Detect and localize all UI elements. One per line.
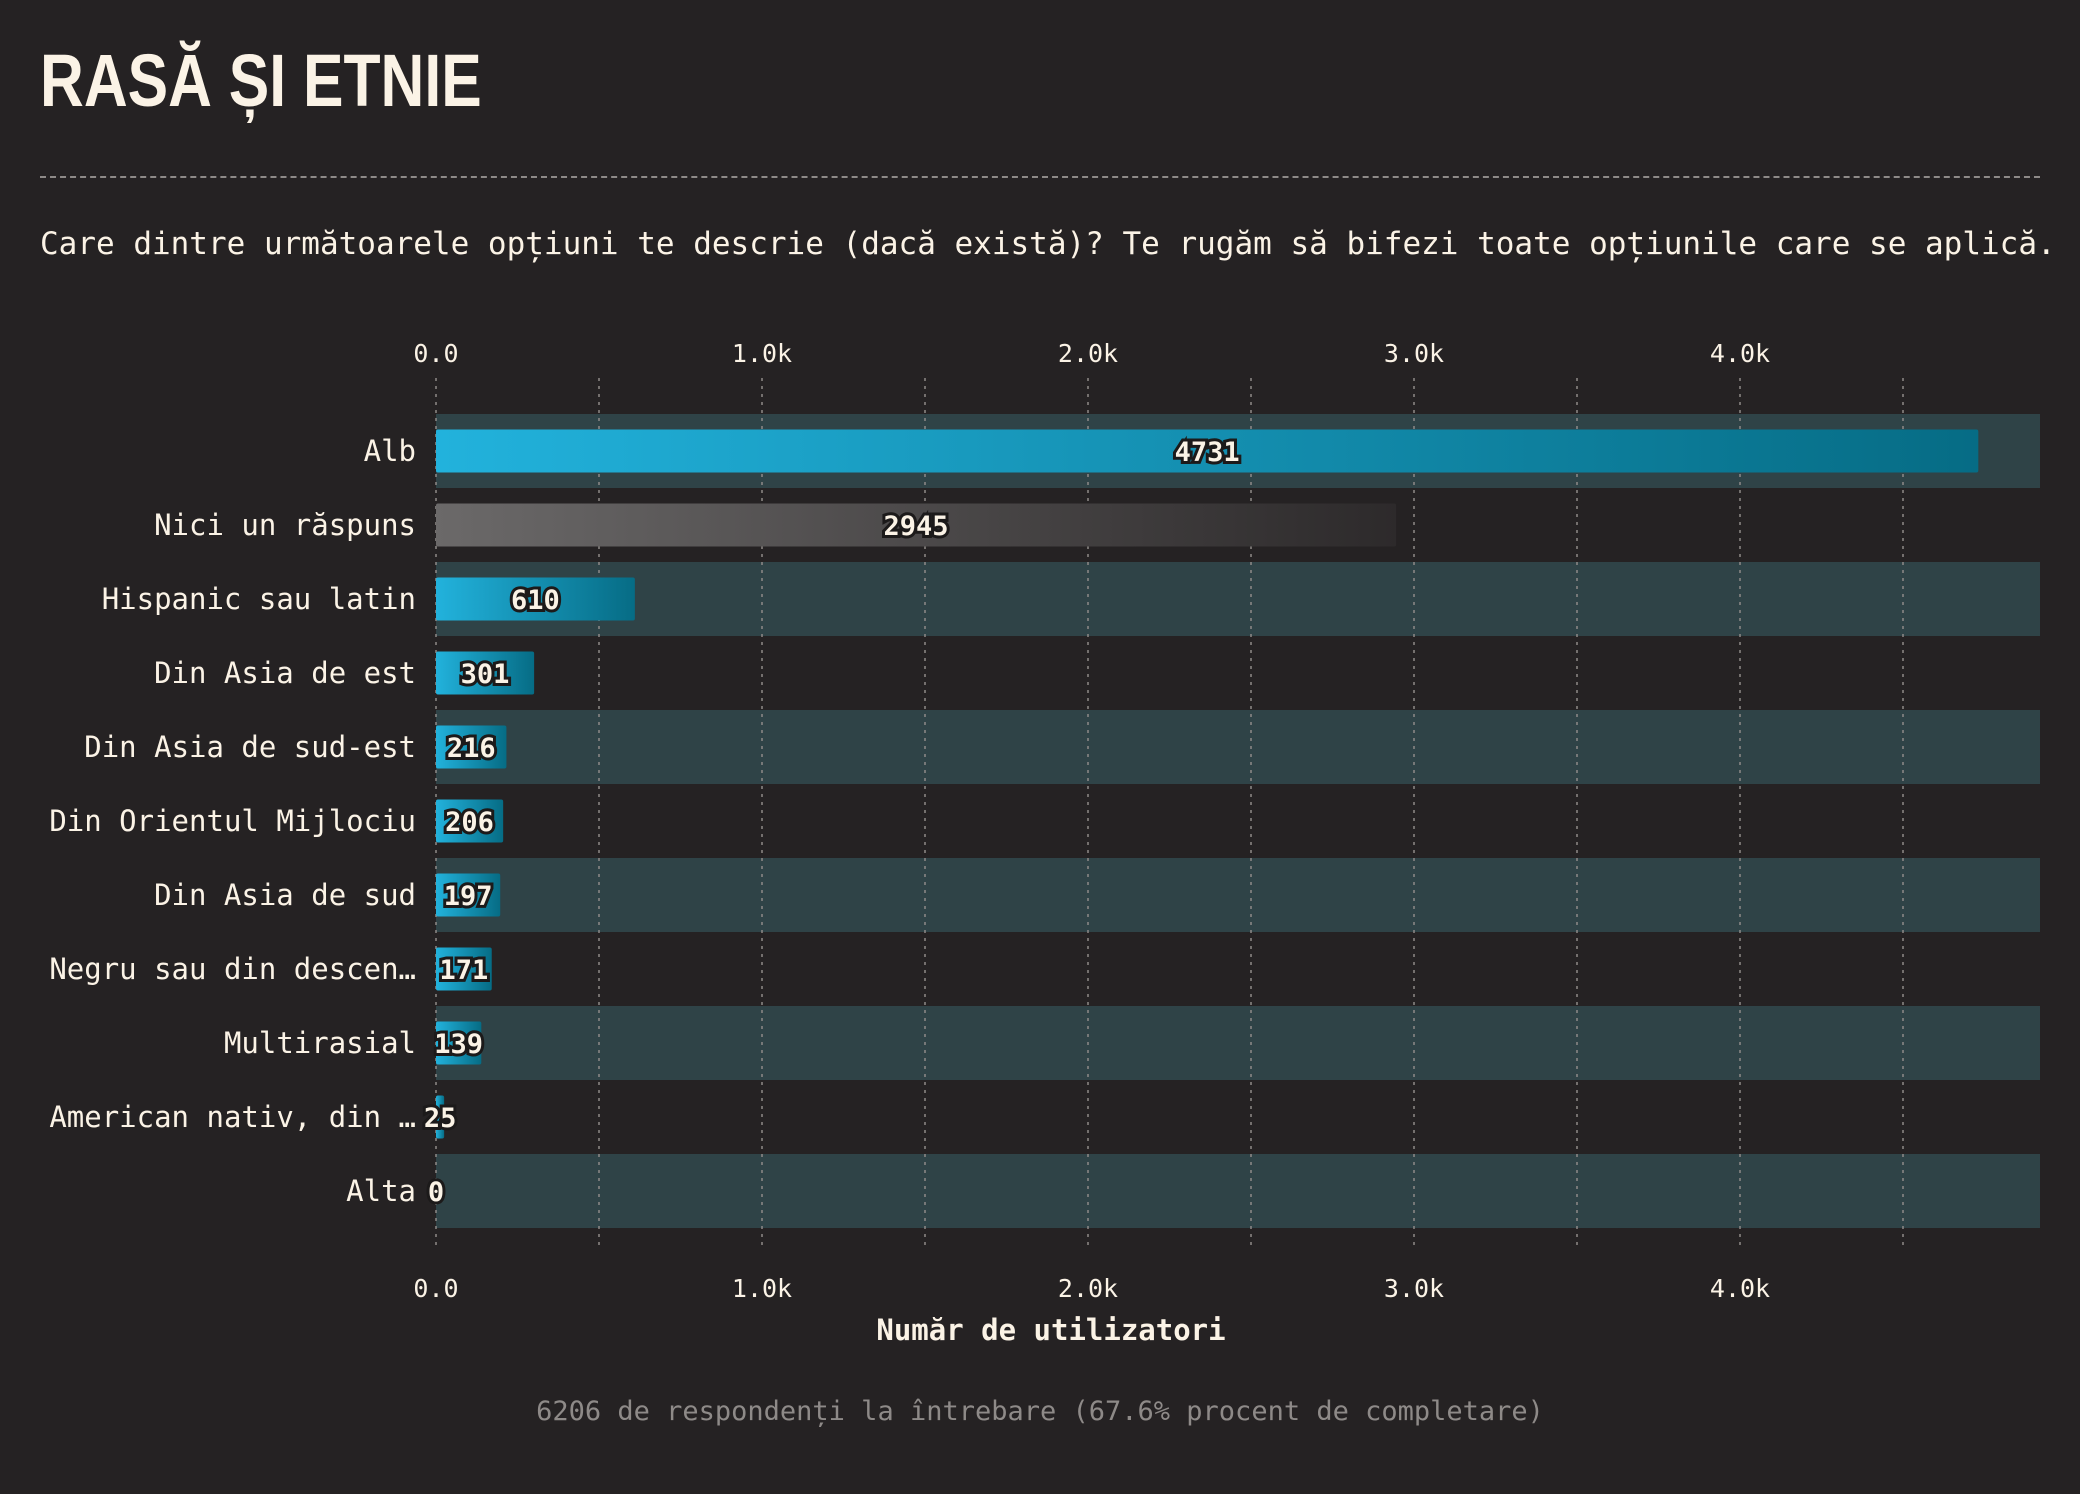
bar <box>436 429 1979 473</box>
bar <box>436 503 1397 547</box>
value-label: 25 <box>424 1103 457 1134</box>
category-label: Din Asia de est <box>154 656 416 690</box>
page-title: RASĂ ȘI ETNIE <box>40 39 482 122</box>
category-label: Din Orientul Mijlociu <box>49 804 416 838</box>
value-label: 2945 <box>884 511 949 542</box>
category-label: Hispanic sau latin <box>102 582 416 616</box>
category-label: Negru sau din descen… <box>49 952 416 986</box>
x-axis-title: Număr de utilizatori <box>876 1313 1225 1347</box>
category-label: American nativ, din … <box>49 1100 416 1134</box>
bar <box>436 725 507 769</box>
category-label: Din Asia de sud <box>154 878 416 912</box>
category-label: Alb <box>364 434 416 468</box>
value-label: 4731 <box>1175 437 1240 468</box>
x-tick-label: 2.0k <box>1058 339 1118 368</box>
row-band <box>436 1006 2040 1080</box>
category-label: Alta <box>346 1174 416 1208</box>
row-band <box>436 1154 2040 1228</box>
bar <box>436 577 635 621</box>
value-label: 301 <box>461 659 510 690</box>
x-tick-label: 3.0k <box>1384 339 1444 368</box>
x-tick-label: 0.0 <box>413 339 458 368</box>
category-label: Din Asia de sud-est <box>84 730 416 764</box>
x-tick-label: 1.0k <box>732 1274 792 1303</box>
x-tick-label: 4.0k <box>1710 339 1770 368</box>
value-label: 216 <box>447 733 496 764</box>
bar <box>436 1095 445 1139</box>
x-tick-label: 1.0k <box>732 339 792 368</box>
value-label: 0 <box>428 1177 444 1208</box>
respondents-footnote: 6206 de respondenți la întrebare (67.6% … <box>536 1396 1544 1427</box>
bar <box>436 873 501 917</box>
x-tick-label: 4.0k <box>1710 1274 1770 1303</box>
value-label: 610 <box>511 585 560 616</box>
x-tick-label: 2.0k <box>1058 1274 1118 1303</box>
row-band <box>436 710 2040 784</box>
value-label: 139 <box>434 1029 483 1060</box>
row-band <box>436 562 2040 636</box>
category-label: Nici un răspuns <box>154 508 416 542</box>
value-label: 206 <box>445 807 494 838</box>
bar <box>436 651 535 695</box>
survey-question: Care dintre următoarele opțiuni te descr… <box>40 226 2056 262</box>
labels: 0.0 0.0 1.0k 1.0k 2.0k 2.0k 3.0k 3.0k 4.0k 4.0k Al… <box>49 339 1770 1303</box>
title-divider <box>40 176 2040 178</box>
value-label: 197 <box>444 881 493 912</box>
row-bands <box>436 414 2040 1228</box>
bar <box>436 799 504 843</box>
bars <box>436 429 1979 1139</box>
x-tick-label: 0.0 <box>413 1274 458 1303</box>
category-label: Multirasial <box>224 1026 416 1060</box>
row-band <box>436 858 2040 932</box>
value-label: 171 <box>439 955 488 986</box>
bar <box>436 1021 482 1065</box>
bar <box>436 947 492 991</box>
x-tick-label: 3.0k <box>1384 1274 1444 1303</box>
